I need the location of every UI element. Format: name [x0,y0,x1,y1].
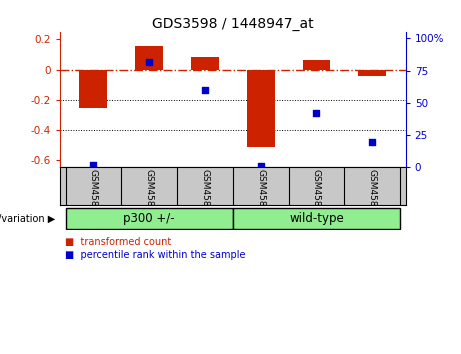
Point [146,59,153,64]
Bar [358,69,386,75]
Text: ■  transformed count: ■ transformed count [65,238,171,247]
Point [313,110,320,116]
Bar [247,69,275,147]
Bar [79,69,107,108]
Bar [302,61,331,69]
Text: GSM458550: GSM458550 [256,169,265,224]
Text: GSM458549: GSM458549 [201,169,209,224]
Point [257,163,264,169]
FancyBboxPatch shape [65,208,233,229]
Bar [191,57,219,69]
Text: GSM458552: GSM458552 [368,169,377,224]
Text: GSM458551: GSM458551 [312,169,321,224]
Text: GSM458548: GSM458548 [145,169,154,224]
FancyBboxPatch shape [233,208,400,229]
Text: genotype/variation ▶: genotype/variation ▶ [0,213,55,224]
Text: p300 +/-: p300 +/- [124,212,175,225]
Text: GSM458547: GSM458547 [89,169,98,224]
Title: GDS3598 / 1448947_at: GDS3598 / 1448947_at [152,17,313,31]
Point [90,162,97,168]
Text: wild-type: wild-type [289,212,344,225]
Point [368,139,376,144]
Bar [135,46,163,69]
Point [201,87,209,93]
Text: ■  percentile rank within the sample: ■ percentile rank within the sample [65,250,245,260]
